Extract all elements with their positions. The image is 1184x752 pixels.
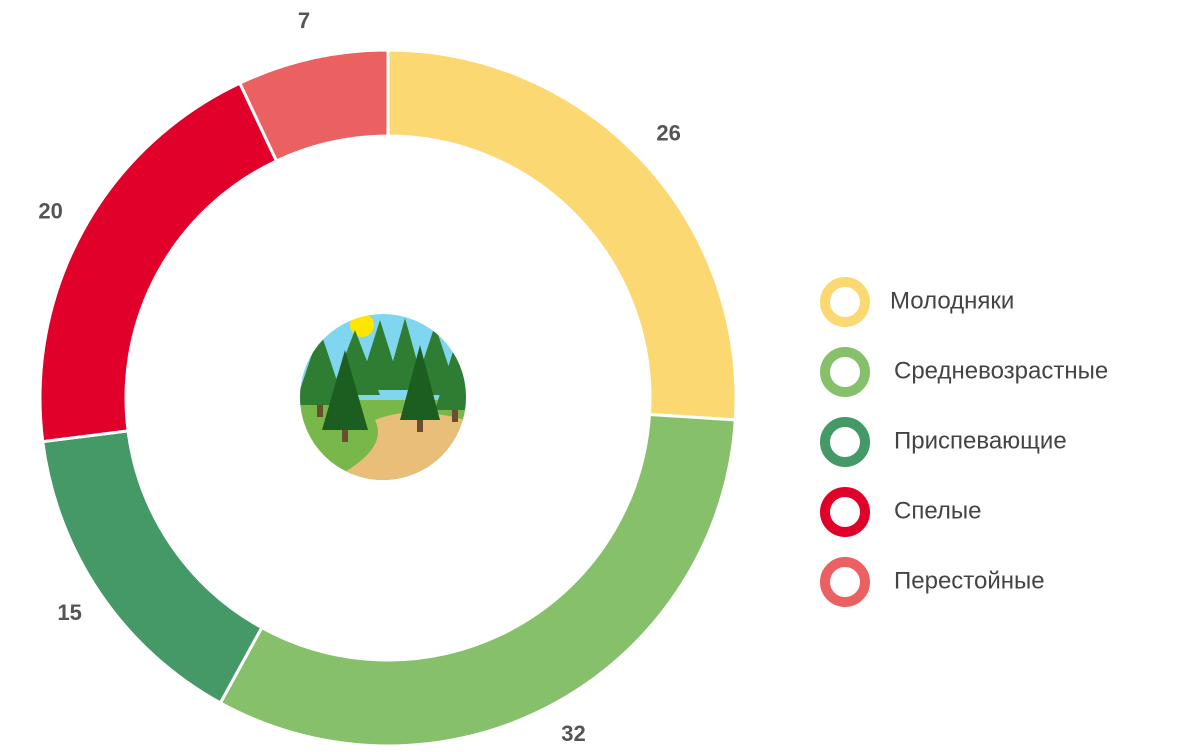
value-label: 20 xyxy=(38,198,62,223)
legend-marker xyxy=(820,347,870,397)
legend-marker xyxy=(820,277,870,327)
slice xyxy=(41,429,264,705)
value-label: 26 xyxy=(656,120,680,145)
legend: Молодняки Средневозрастные Приспевающие Спе… xyxy=(820,277,1108,607)
slice xyxy=(38,81,279,444)
legend-marker xyxy=(820,417,870,467)
value-label: 7 xyxy=(298,8,310,33)
forest-icon xyxy=(300,314,466,480)
value-label: 32 xyxy=(561,721,585,746)
legend-label: Перестойные xyxy=(894,567,1045,594)
legend-label: Приспевающие xyxy=(894,427,1067,454)
legend-label: Спелые xyxy=(894,497,981,524)
slice xyxy=(386,48,738,422)
donut xyxy=(38,48,738,748)
legend-label: Средневозрастные xyxy=(894,357,1108,384)
slice xyxy=(218,412,737,748)
value-label: 15 xyxy=(57,600,81,625)
legend-label: Молодняки xyxy=(890,287,1014,314)
legend-marker xyxy=(820,557,870,607)
legend-marker xyxy=(820,487,870,537)
slice xyxy=(237,48,390,163)
